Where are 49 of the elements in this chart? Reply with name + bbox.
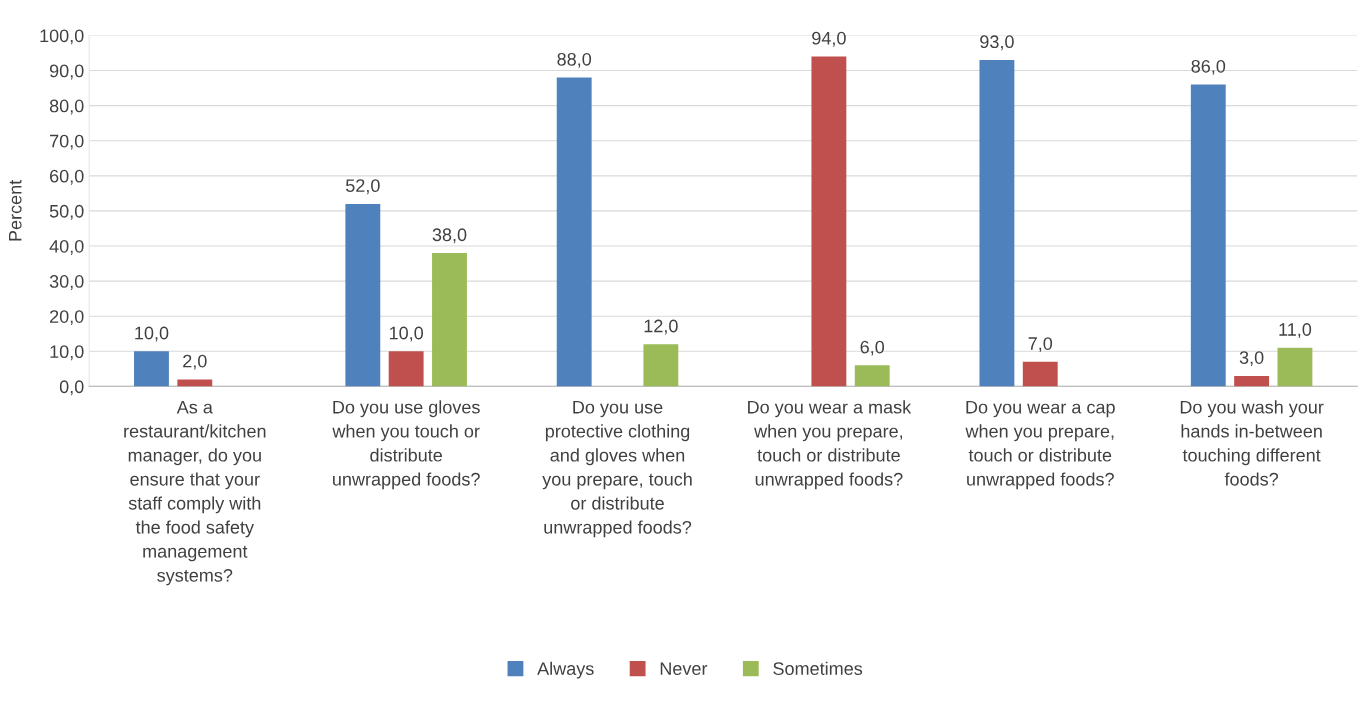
y-tick-label: 70,0 bbox=[50, 134, 84, 150]
legend-label: Never bbox=[660, 662, 708, 675]
bar bbox=[979, 60, 1015, 387]
legend-label: Always bbox=[537, 661, 594, 679]
bar bbox=[854, 365, 890, 387]
data-label: 3,0 bbox=[1239, 351, 1264, 367]
data-label: 88,0 bbox=[557, 52, 592, 68]
y-tick-label: 60,0 bbox=[50, 169, 84, 185]
bar bbox=[432, 253, 467, 387]
y-tick-label: 20,0 bbox=[50, 310, 84, 326]
data-label: 10,0 bbox=[135, 326, 169, 342]
bar bbox=[1234, 375, 1270, 387]
bar bbox=[1277, 347, 1313, 387]
data-label: 6,0 bbox=[860, 340, 885, 356]
y-tick-label: 100,0 bbox=[40, 29, 84, 45]
bar bbox=[643, 344, 679, 387]
y-tick-label: 0,0 bbox=[59, 380, 84, 396]
x-tick-label: As a restaurant/kitchen manager, do you ensure that your staff comply with the food safety management systems? bbox=[124, 400, 266, 586]
y-tick-label: 80,0 bbox=[49, 99, 84, 115]
data-label: 38,0 bbox=[432, 228, 467, 244]
data-label: 2,0 bbox=[183, 354, 207, 370]
bar bbox=[1022, 361, 1058, 387]
bar bbox=[134, 351, 169, 387]
data-label: 93,0 bbox=[980, 35, 1014, 51]
bar bbox=[556, 77, 592, 387]
y-axis-title: Percent bbox=[9, 179, 22, 241]
bar bbox=[1190, 84, 1226, 387]
legend-label: Sometimes bbox=[773, 661, 863, 675]
data-label: 7,0 bbox=[1028, 337, 1053, 353]
y-tick-label: 50,0 bbox=[49, 204, 84, 220]
bar bbox=[388, 351, 424, 387]
data-label: 94,0 bbox=[812, 31, 846, 47]
data-label: 52,0 bbox=[345, 179, 380, 195]
x-tick-label: Do you use protective clothing and gloves when you prepare, touch or distribute unwrapped foods? bbox=[542, 400, 692, 538]
x-tick-label: Do you wear a cap when you prepare, touch or distribute unwrapped foods? bbox=[965, 400, 1115, 490]
data-label: 86,0 bbox=[1191, 59, 1226, 75]
y-tick-label: 10,0 bbox=[50, 345, 84, 361]
y-tick-label: 30,0 bbox=[49, 275, 84, 290]
y-tick-label: 90,0 bbox=[49, 64, 84, 80]
x-tick-label: Do you wear a mask when you prepare, touch or distribute unwrapped foods? bbox=[748, 400, 912, 490]
bar bbox=[345, 203, 381, 387]
x-tick-label: Do you use gloves when you touch or distribute unwrapped foods? bbox=[332, 400, 480, 490]
data-label: 10,0 bbox=[389, 326, 424, 342]
bar bbox=[811, 56, 847, 387]
data-label: 11,0 bbox=[1279, 323, 1312, 339]
data-label: 12,0 bbox=[644, 319, 678, 335]
y-tick-label: 40,0 bbox=[49, 239, 84, 255]
bar bbox=[177, 379, 213, 387]
x-tick-label: Do you wash your hands in-between touching different foods? bbox=[1180, 400, 1324, 486]
